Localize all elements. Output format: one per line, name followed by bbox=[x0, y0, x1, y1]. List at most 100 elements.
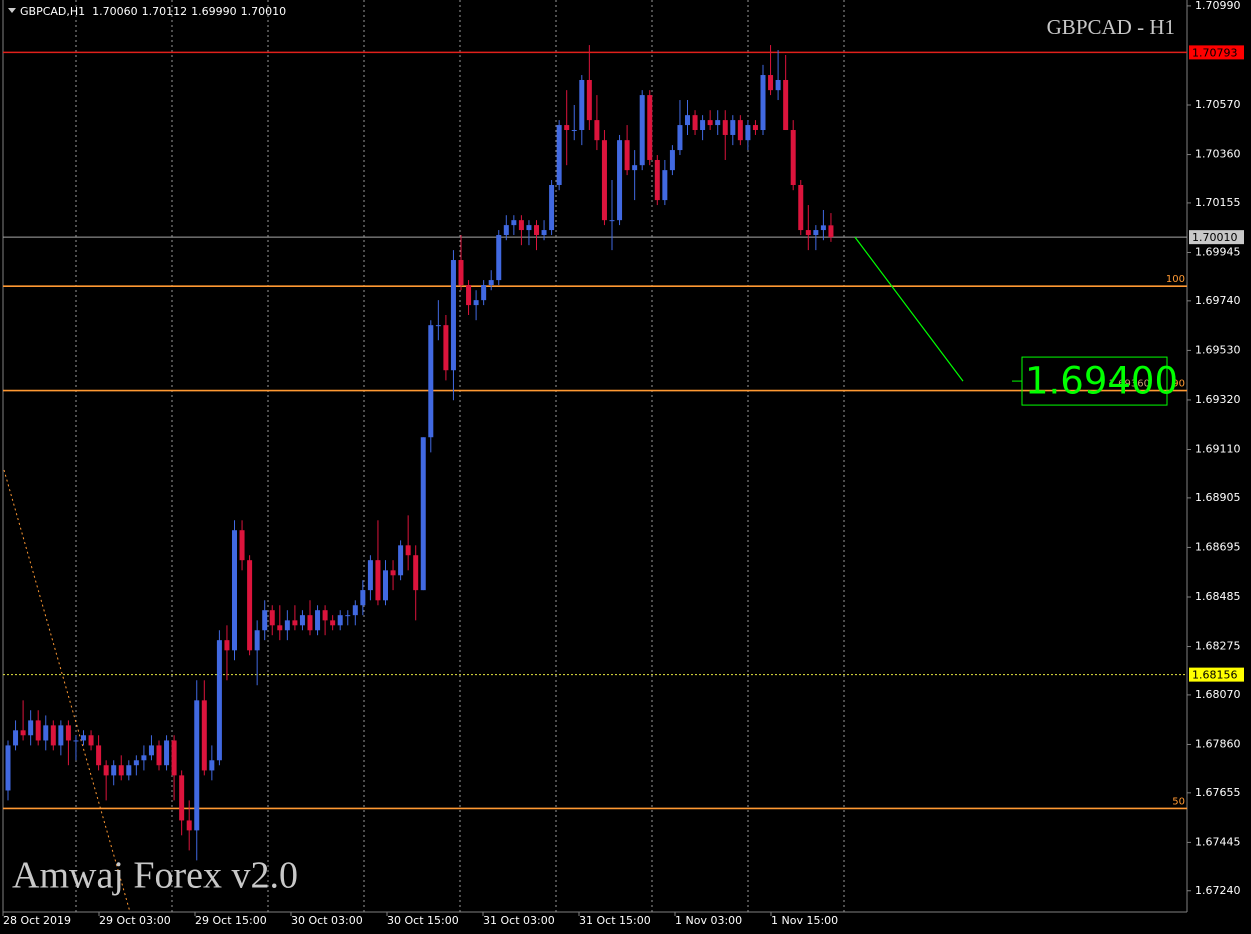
candle-body bbox=[103, 765, 109, 776]
y-tick-label: 1.67240 bbox=[1195, 884, 1241, 897]
target-label: 1.69400 bbox=[1025, 360, 1178, 403]
candle-body bbox=[466, 285, 472, 306]
candle-body bbox=[307, 615, 313, 631]
candle-body bbox=[435, 325, 441, 327]
candle-body bbox=[254, 630, 260, 651]
symbol: GBPCAD,H1 bbox=[20, 5, 85, 18]
candle-body bbox=[526, 225, 532, 231]
candle-body bbox=[805, 230, 811, 236]
fib-baseline bbox=[3, 469, 131, 913]
candle-body bbox=[450, 260, 456, 371]
candle-body bbox=[669, 150, 675, 171]
candle-body bbox=[367, 560, 373, 591]
candle-body bbox=[201, 700, 207, 771]
y-tick-label: 1.68070 bbox=[1195, 688, 1241, 701]
candle-body bbox=[5, 745, 11, 791]
candle-body bbox=[186, 820, 192, 831]
candle-body bbox=[383, 570, 388, 601]
candle-body bbox=[722, 120, 728, 135]
candle-body bbox=[292, 620, 298, 626]
candle-body bbox=[73, 740, 79, 742]
candle-body bbox=[775, 79, 781, 91]
candle-body bbox=[322, 610, 328, 621]
candle-body bbox=[609, 220, 615, 222]
candle-body bbox=[209, 760, 215, 771]
candle-body bbox=[473, 300, 479, 306]
price-label: 1.68156 bbox=[1192, 669, 1238, 682]
candle-body bbox=[360, 590, 366, 606]
y-tick-label: 1.68695 bbox=[1195, 540, 1241, 553]
candle-body bbox=[148, 745, 154, 756]
candle-body bbox=[768, 75, 774, 91]
candle-body bbox=[88, 735, 94, 746]
menu-arrow[interactable] bbox=[8, 8, 16, 13]
candle-body bbox=[662, 170, 668, 201]
candle-body bbox=[179, 775, 185, 821]
y-tick-label: 1.70360 bbox=[1195, 148, 1241, 161]
open: 1.70060 bbox=[92, 5, 138, 18]
y-tick-label: 1.69945 bbox=[1195, 245, 1241, 258]
candle-body bbox=[579, 79, 585, 131]
candle-body bbox=[390, 570, 396, 576]
candle-body bbox=[707, 120, 713, 126]
candle-body bbox=[239, 530, 245, 561]
candle-body bbox=[330, 620, 336, 626]
candle-body bbox=[496, 235, 502, 281]
x-tick-label: 1 Nov 03:00 bbox=[675, 914, 742, 927]
x-tick-label: 28 Oct 2019 bbox=[3, 914, 71, 927]
candle-body bbox=[232, 530, 237, 651]
candle-body bbox=[624, 140, 630, 171]
candle-body bbox=[141, 755, 147, 761]
candle-body bbox=[194, 700, 200, 831]
candle-body bbox=[458, 260, 464, 286]
price-label-box bbox=[1189, 230, 1244, 245]
price-label-box bbox=[1189, 667, 1244, 682]
y-tick-label: 1.68275 bbox=[1195, 640, 1241, 653]
high: 1.70112 bbox=[142, 5, 188, 18]
candle-body bbox=[549, 184, 555, 231]
price-label-box bbox=[1189, 45, 1244, 60]
candle-body bbox=[420, 437, 426, 591]
candle-body bbox=[133, 760, 139, 766]
candle-body bbox=[813, 230, 819, 236]
symbol-watermark: GBPCAD - H1 bbox=[1047, 15, 1175, 39]
candle-body bbox=[126, 765, 132, 776]
candle-body bbox=[345, 615, 351, 617]
candle-body bbox=[481, 285, 487, 301]
candle-body bbox=[752, 125, 758, 131]
candle-body bbox=[28, 720, 34, 736]
candle-body bbox=[518, 220, 524, 231]
candle-body bbox=[534, 225, 539, 236]
candle-body bbox=[639, 95, 645, 166]
y-tick-label: 1.69110 bbox=[1195, 443, 1241, 456]
candle-body bbox=[677, 125, 683, 151]
candle-body bbox=[737, 120, 743, 141]
chart-header: GBPCAD,H1 1.70060 1.70112 1.69990 1.70010 bbox=[20, 5, 286, 18]
y-tick-label: 1.70990 bbox=[1195, 0, 1241, 12]
candle-body bbox=[284, 620, 290, 631]
candle-body bbox=[58, 725, 64, 746]
candle-body bbox=[216, 640, 222, 761]
candle-body bbox=[715, 120, 721, 126]
x-tick-label: 1 Nov 15:00 bbox=[771, 914, 838, 927]
candle-body bbox=[13, 730, 19, 746]
y-tick-label: 1.70155 bbox=[1195, 196, 1241, 209]
candle-body bbox=[277, 625, 283, 631]
candle-body bbox=[632, 165, 638, 171]
candle-body bbox=[315, 610, 321, 631]
y-tick-label: 1.69320 bbox=[1195, 393, 1241, 406]
candle-body bbox=[783, 79, 789, 131]
candle-body bbox=[571, 130, 577, 132]
candle-body bbox=[820, 225, 826, 231]
y-tick-label: 1.67860 bbox=[1195, 737, 1241, 750]
candle-body bbox=[405, 545, 411, 556]
candle-body bbox=[428, 325, 434, 438]
candle-body bbox=[50, 725, 56, 746]
candle-body bbox=[541, 230, 547, 236]
fib-label: 90 bbox=[1172, 379, 1185, 390]
candle-body bbox=[594, 120, 600, 141]
x-tick-label: 30 Oct 15:00 bbox=[387, 914, 459, 927]
candle-body bbox=[247, 560, 253, 651]
candle-body bbox=[692, 115, 698, 131]
